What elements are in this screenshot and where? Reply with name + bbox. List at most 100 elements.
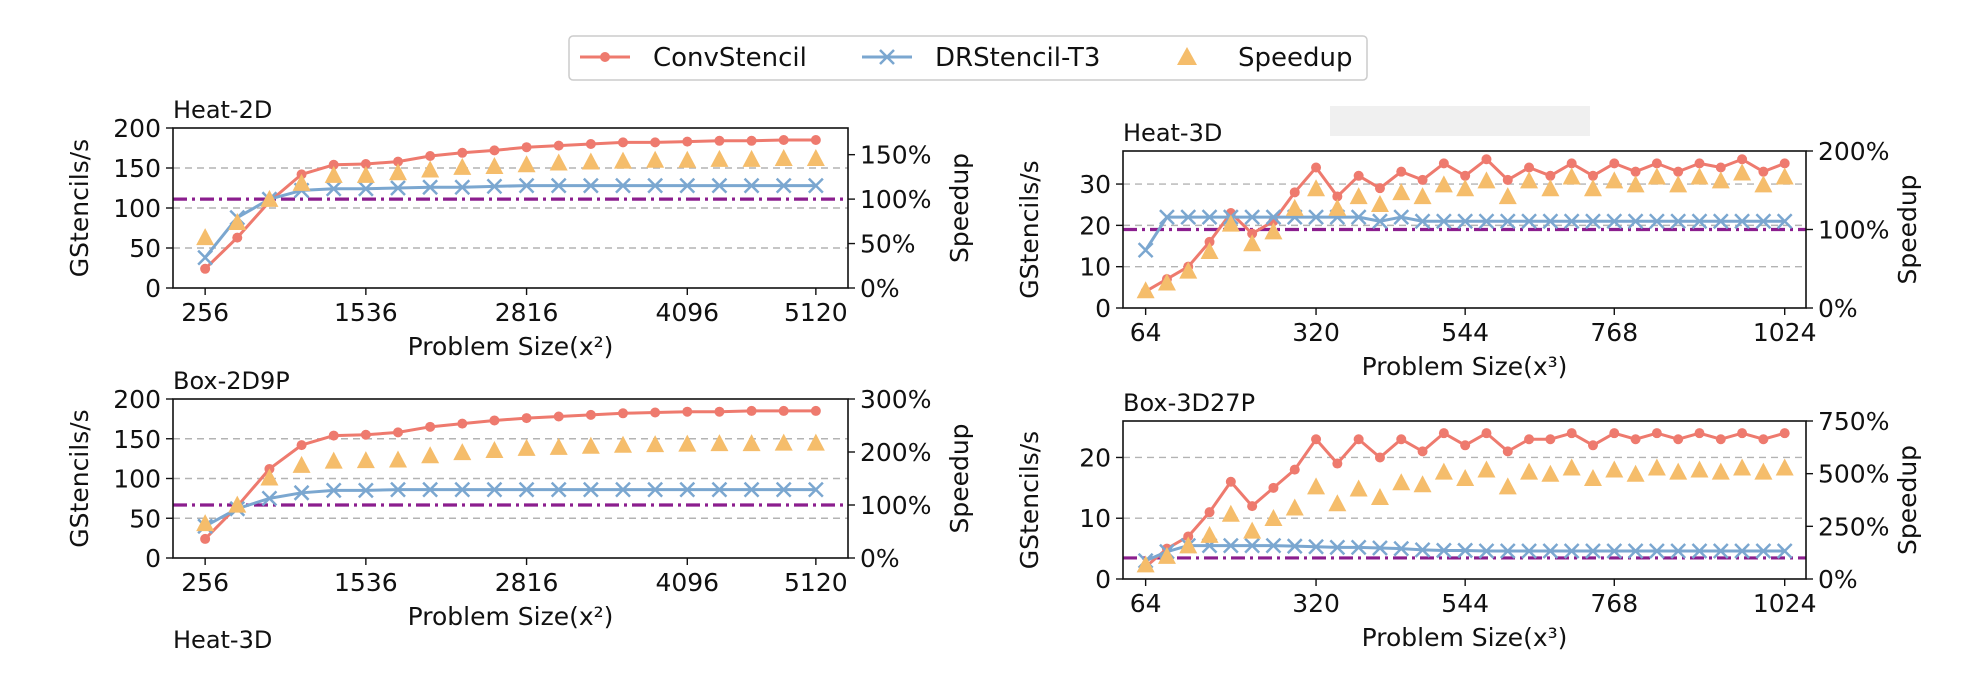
panel-box-2d9p: 256 1536 2816 4096 5120 0 50 100 150 200 0% 100% 200… [65,367,974,631]
point-convstencil [360,429,371,440]
point-speedup [1669,175,1688,193]
point-convstencil [200,263,211,274]
panels: 256 1536 2816 4096 51200501001502000%50%100%… [65,96,1922,652]
legend-convstencil-label: ConvStencil [653,43,807,73]
point-drstencil-t3 [1478,543,1495,559]
point-speedup [549,437,568,455]
panel-title: Heat-2D [173,96,272,124]
point-convstencil [1460,170,1471,181]
point-speedup [1136,555,1155,573]
point-speedup [1456,179,1475,197]
point-convstencil [457,418,468,429]
point-convstencil [682,136,693,147]
point-speedup [196,514,215,532]
panel-box-3d27p: 64 320 544 768 1024 0 10 20 0% 250% 500% 750% Box-3D… [1015,389,1922,652]
point-speedup [1520,171,1539,189]
point-speedup [1200,242,1219,260]
panel-title: Box-2D9P [173,367,290,395]
point-speedup [517,155,536,173]
point-drstencil-t3 [454,481,471,498]
point-drstencil-t3 [1563,213,1580,230]
point-speedup [356,451,375,469]
point-speedup [1477,171,1496,189]
point-convstencil [1758,166,1769,177]
legend: ConvStencil DRStencil-T3 Speedup [568,35,1368,81]
y-axis-label: GStencils/s [1015,160,1044,298]
point-speedup [421,160,440,178]
point-convstencil [1651,158,1662,169]
legend-frame [568,35,1368,81]
point-speedup [1307,179,1326,197]
point-drstencil-t3 [1414,213,1431,230]
point-speedup [1754,175,1773,193]
point-convstencil [489,145,500,156]
point-drstencil-t3 [743,177,760,194]
plot-area [1136,428,1794,573]
point-convstencil [1524,162,1535,173]
plot-area [196,135,825,274]
point-speedup [1498,477,1517,495]
y-tick-label: 50 [129,234,161,263]
point-drstencil-t3 [1691,543,1708,559]
point-drstencil-t3 [1244,209,1261,225]
point-speedup [1733,458,1752,476]
point-speedup [806,149,825,166]
point-convstencil [1566,158,1577,169]
point-drstencil-t3 [1350,539,1367,556]
point-convstencil [553,411,564,422]
point-convstencil [521,413,532,424]
legend-drstencil-t3-label: DRStencil-T3 [935,43,1100,73]
x-tick-label: 1536 [334,298,398,327]
point-speedup [1690,167,1709,185]
point-speedup [453,157,472,175]
x-tick-label: 256 [181,298,229,327]
point-drstencil-t3 [1372,213,1388,230]
point-drstencil-t3 [1606,543,1623,559]
y-tick-label: 200 [113,114,161,143]
point-speedup [1605,460,1624,478]
point-speedup [292,455,311,473]
point-speedup [356,165,375,183]
point-drstencil-t3 [1137,242,1154,259]
y2-tick-label: 500% [1818,460,1889,489]
point-convstencil [714,135,725,146]
point-speedup [485,441,504,458]
legend-item-speedup: Speedup [1177,43,1353,73]
y-tick-label: 0 [1095,294,1111,323]
y-tick-label: 20 [1079,443,1111,472]
point-speedup [1583,468,1602,486]
point-speedup [421,446,440,464]
point-convstencil [1715,162,1726,173]
point-speedup [1775,458,1794,476]
point-convstencil [1737,428,1748,439]
point-convstencil [1460,440,1471,451]
point-drstencil-t3 [390,481,406,498]
point-speedup [1370,487,1389,505]
point-speedup [1264,222,1283,240]
point-convstencil [1289,464,1300,475]
point-drstencil-t3 [679,481,696,498]
point-drstencil-t3 [1670,543,1687,559]
point-speedup [1456,468,1475,486]
point-convstencil [1737,154,1748,165]
x-tick-label: 5120 [784,568,848,597]
point-convstencil [1545,434,1556,445]
point-speedup [742,149,761,167]
point-drstencil-t3 [679,177,696,194]
panel-title: Box-3D27P [1123,389,1255,417]
point-convstencil [360,159,371,169]
point-speedup [1605,171,1624,189]
point-drstencil-t3 [325,180,342,197]
point-speedup [1243,521,1262,539]
point-drstencil-t3 [775,177,792,194]
point-speedup [389,163,407,181]
point-speedup [1626,464,1645,482]
point-speedup [1392,473,1411,491]
point-speedup [1541,464,1560,482]
point-speedup [485,157,504,174]
point-convstencil [393,427,403,438]
point-drstencil-t3 [1606,213,1623,230]
point-convstencil [746,135,757,146]
series-line-convstencil [204,409,816,540]
point-speedup [1583,179,1602,197]
